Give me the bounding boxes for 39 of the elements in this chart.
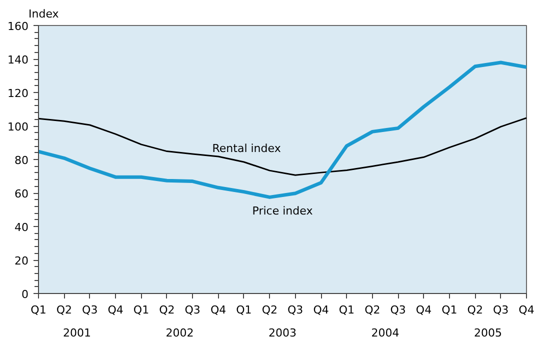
x-tick-label: Q4 (518, 304, 534, 316)
x-tick-label: Q3 (82, 304, 98, 316)
y-axis-title: Index (28, 8, 60, 20)
y-tick-label: 40 (14, 221, 29, 234)
x-tick-label: Q2 (159, 304, 175, 316)
y-tick-label: 160 (8, 20, 29, 33)
y-tick-label: 20 (14, 254, 29, 268)
x-tick-label: Q1 (133, 304, 150, 316)
x-tick-label: Q2 (56, 304, 72, 316)
x-tick-label: Q4 (416, 304, 432, 316)
y-tick-label: 80 (14, 154, 29, 167)
x-tick-label: Q2 (364, 304, 380, 316)
x-tick-label: Q3 (184, 304, 200, 316)
y-tick-label: 140 (8, 54, 29, 66)
x-tick-label: Q1 (442, 304, 458, 316)
x-tick-label: Q2 (262, 304, 278, 316)
text: 2004 (371, 326, 400, 339)
y-tick-label: 0 (22, 288, 28, 301)
x-tick-label: Q3 (492, 304, 509, 316)
text: 2001 (63, 326, 92, 339)
x-tick-label: Q4 (210, 304, 226, 316)
line-series (38, 60, 526, 199)
x-tick-label: Q1 (30, 304, 46, 316)
x-tick-label: Q4 (313, 304, 329, 316)
series-label: Rental index (212, 142, 282, 155)
x-tick-label: Q2 (467, 304, 483, 316)
x-tick-label: Q1 (236, 304, 252, 316)
y-tick-label: 100 (8, 120, 29, 134)
text: 2005 (474, 326, 502, 339)
text: 2003 (268, 326, 297, 339)
x-tick-label: Q3 (390, 304, 406, 316)
x-tick-label: Q3 (288, 304, 304, 316)
line-series (38, 117, 526, 176)
x-tick-label: Q4 (108, 304, 124, 316)
y-tick-label: 120 (8, 87, 29, 100)
x-tick-label: Q1 (338, 304, 355, 316)
y-tick-label: 60 (14, 188, 29, 200)
series-label: Price index (252, 204, 314, 218)
text: 2002 (166, 326, 194, 339)
